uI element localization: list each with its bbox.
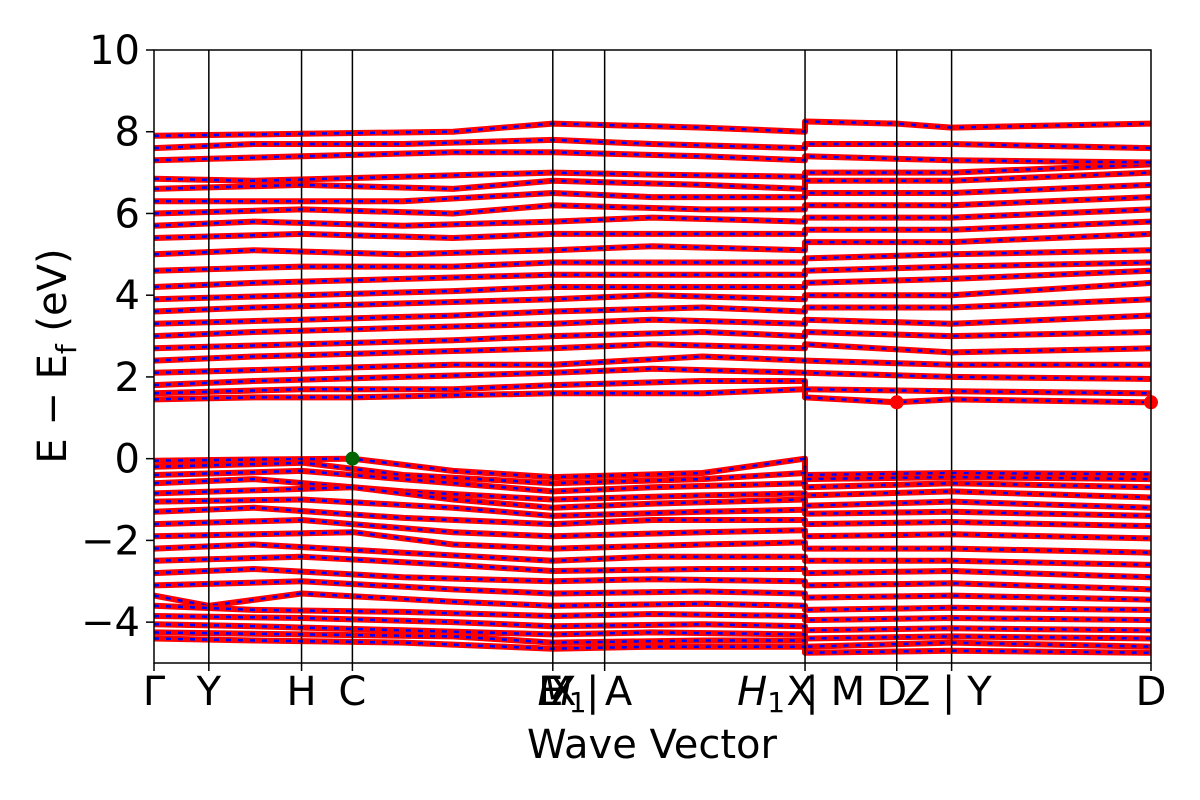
band-28 xyxy=(153,279,1152,315)
band-17 xyxy=(153,621,1152,642)
band-4 xyxy=(153,476,1152,503)
x-tick-label: X xyxy=(549,669,576,715)
y-axis: 10 8 6 4 2 0 −2 −4 xyxy=(81,28,154,646)
y-axis-title: E − Ef (eV) xyxy=(30,248,83,463)
band-19 xyxy=(153,635,1152,656)
high-symmetry-lines xyxy=(208,50,953,663)
band-line-red xyxy=(153,504,1152,530)
band-36 xyxy=(154,181,1152,205)
y-tick-label: 0 xyxy=(115,437,140,483)
band-2 xyxy=(153,459,1152,487)
y-axis-title-subscript: f xyxy=(50,343,83,354)
band-15 xyxy=(153,602,1152,624)
x-tick-label: | xyxy=(805,669,818,715)
band-line-red xyxy=(153,566,1152,593)
band-line-red xyxy=(153,161,1152,184)
band-line-red xyxy=(153,635,1152,656)
band-line-blue xyxy=(153,387,1152,404)
band-line-red xyxy=(153,476,1152,503)
band-24 xyxy=(153,341,1152,364)
band-line-blue xyxy=(153,171,1152,191)
x-tick-label: C xyxy=(338,669,366,715)
x-tick-label: M xyxy=(831,669,866,715)
y-tick-label: −4 xyxy=(81,600,140,646)
band-line-blue xyxy=(153,367,1152,387)
x-tick-label: 1 xyxy=(767,686,785,719)
band-line-blue xyxy=(153,530,1152,554)
x-tick-label: Γ xyxy=(143,669,166,715)
y-axis-title-unit: (eV) xyxy=(30,248,76,344)
band-26 xyxy=(153,312,1152,340)
band-line-blue xyxy=(153,461,1152,485)
band-9 xyxy=(153,529,1152,556)
plot-frame xyxy=(153,49,1152,664)
band-line-red xyxy=(153,312,1152,340)
x-tick-label: 1 xyxy=(569,686,587,719)
band-7 xyxy=(153,504,1152,530)
band-38 xyxy=(153,161,1152,184)
band-41 xyxy=(153,118,1152,139)
band-line-red xyxy=(153,259,1152,290)
band-30 xyxy=(153,259,1152,290)
band-22 xyxy=(153,365,1152,389)
x-tick-label: E xyxy=(538,669,563,715)
band-line-red xyxy=(153,136,1152,152)
band-10 xyxy=(153,541,1152,568)
band-39 xyxy=(153,149,1152,166)
band-23 xyxy=(153,353,1151,376)
y-tick-label: −2 xyxy=(81,518,140,564)
band-12 xyxy=(153,566,1152,593)
x-tick-label: Z xyxy=(903,669,930,715)
y-tick-label: 2 xyxy=(115,355,140,401)
x-tick-label: Y xyxy=(966,669,992,715)
band-5 xyxy=(153,484,1152,511)
x-tick-label: H xyxy=(737,669,767,715)
band-line-red xyxy=(153,206,1152,229)
band-34 xyxy=(153,206,1152,229)
vbm-marker xyxy=(345,451,360,466)
y-axis-title-main: E − E xyxy=(30,354,76,464)
y-tick-label: 4 xyxy=(115,273,140,319)
band-14 xyxy=(153,590,1152,613)
band-edge-markers xyxy=(345,395,1158,466)
band-line-red xyxy=(153,279,1152,315)
x-tick-label: D xyxy=(1136,669,1167,715)
x-tick-label: Y xyxy=(196,669,222,715)
x-tick-label: H xyxy=(287,669,317,715)
band-line-red xyxy=(154,181,1152,205)
cbm-marker xyxy=(889,395,904,410)
band-line-blue xyxy=(153,379,1152,395)
band-line-red xyxy=(153,455,1152,481)
band-line-red xyxy=(153,590,1152,613)
x-tick-label: X xyxy=(786,669,813,715)
x-tick-label: | xyxy=(586,669,599,715)
band-line-blue xyxy=(153,486,1152,509)
band-line-red xyxy=(153,149,1152,166)
y-tick-label: 10 xyxy=(89,28,140,74)
band-line-blue xyxy=(153,355,1151,375)
band-20 xyxy=(153,386,1152,406)
band-line-red xyxy=(153,621,1152,642)
band-line-red xyxy=(153,541,1152,568)
band-32 xyxy=(153,230,1152,258)
x-axis-title: Wave Vector xyxy=(527,722,778,768)
y-tick-label: 6 xyxy=(115,191,140,237)
x-tick-label: | xyxy=(942,669,955,715)
x-tick-label: M xyxy=(538,669,573,715)
band-line-red xyxy=(153,118,1152,139)
x-tick-label: D xyxy=(876,669,907,715)
band-line-blue xyxy=(153,232,1152,256)
band-40 xyxy=(153,136,1152,152)
x-axis: Γ Y H C EM1 | AX H 1 X| M DZ | Y D xyxy=(143,663,1167,719)
band-lines xyxy=(153,118,1152,656)
x-tick-label: A xyxy=(605,669,633,715)
y-tick-label: 8 xyxy=(115,110,140,156)
band-line-red xyxy=(153,341,1152,364)
band-line-blue xyxy=(153,120,1152,138)
band-line-red xyxy=(153,602,1152,624)
band-1 xyxy=(153,455,1152,481)
